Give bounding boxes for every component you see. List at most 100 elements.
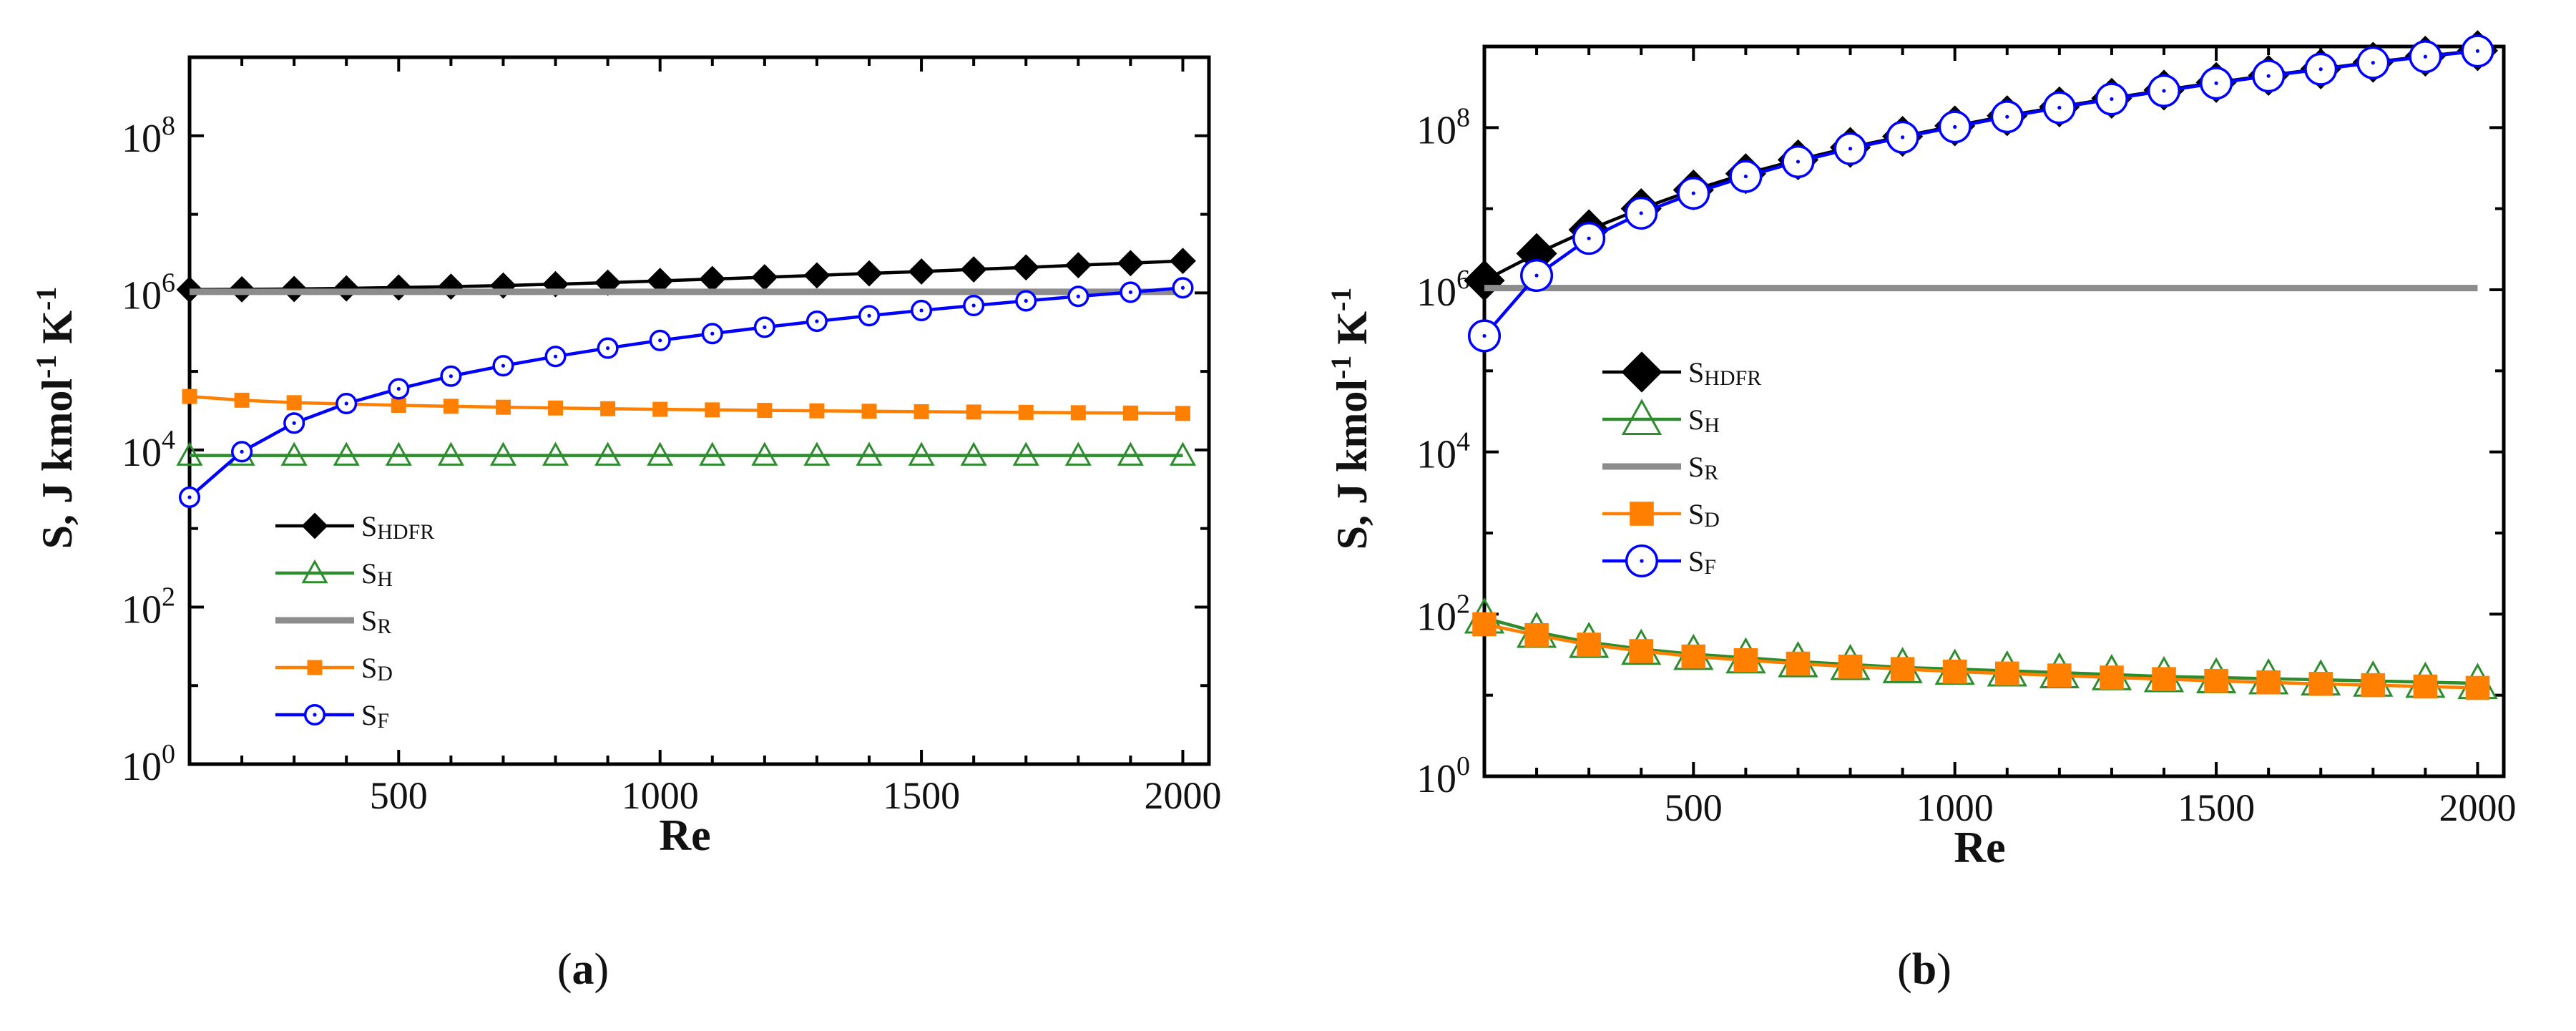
data-point-sf-dot	[1180, 285, 1185, 290]
data-point-shdfr	[803, 262, 831, 289]
data-point-sd	[1122, 405, 1138, 421]
legend-label-sh: SH	[1688, 404, 1720, 437]
y-tick-label: 108	[1416, 102, 1470, 152]
data-point-sf-dot	[1534, 273, 1539, 278]
legend-marker-sh	[1621, 399, 1662, 435]
x-tick-label: 500	[370, 774, 428, 817]
x-axis-label: Re	[659, 811, 710, 860]
data-point-sd	[1681, 644, 1706, 669]
data-point-sh	[751, 441, 778, 466]
data-point-sf-dot	[501, 363, 506, 368]
data-point-shdfr	[385, 274, 412, 301]
legend-marker-sd	[1630, 502, 1654, 526]
data-point-sf-dot	[2475, 49, 2480, 53]
data-point-sd	[1629, 639, 1654, 663]
data-point-sf-dot	[1024, 298, 1028, 303]
data-point-sh	[1064, 441, 1092, 466]
data-point-sd	[1070, 405, 1086, 421]
legend-label-sf: SF	[361, 699, 389, 733]
data-point-sh	[647, 441, 674, 466]
data-point-sd	[2413, 674, 2438, 699]
x-axis-label: Re	[1954, 824, 2005, 872]
data-point-sf-dot	[344, 401, 348, 406]
data-point-sd	[1577, 632, 1601, 657]
data-point-shdfr	[960, 256, 987, 283]
y-tick-label: 102	[122, 582, 175, 632]
data-point-sd	[1018, 404, 1034, 420]
data-point-sd	[182, 389, 197, 404]
data-point-sh	[1012, 441, 1039, 466]
data-point-sd	[1733, 648, 1758, 673]
legend-label-sr: SR	[361, 605, 391, 638]
data-point-sd	[2465, 675, 2490, 700]
data-point-sf-dot	[2423, 54, 2427, 59]
series-sd	[182, 389, 1190, 421]
data-point-sd	[2308, 672, 2333, 696]
data-point-sh	[594, 441, 622, 466]
data-point-shdfr	[437, 273, 464, 300]
data-point-shdfr	[699, 265, 726, 293]
data-point-sf-dot	[240, 449, 244, 454]
y-axis-label: S, J kmol-1 K-1	[1325, 288, 1376, 550]
data-point-sf-dot	[1796, 160, 1801, 164]
data-point-sd	[2204, 668, 2228, 693]
data-point-sd	[966, 404, 981, 420]
data-point-sd	[2256, 670, 2281, 695]
legend: SHDFR SH SR SD SF	[1602, 351, 1761, 579]
legend-label-sf: SF	[1688, 545, 1716, 579]
series-line-shdfr	[1483, 49, 2478, 283]
data-point-sd	[443, 399, 459, 414]
data-point-sh	[856, 441, 883, 466]
data-point-shdfr	[1464, 260, 1505, 301]
data-point-sf-dot	[1691, 191, 1695, 195]
series-line-sf	[1483, 49, 2478, 337]
data-point-sd	[757, 403, 773, 419]
data-point-sh	[385, 441, 412, 466]
x-tick-label: 1500	[2178, 786, 2255, 829]
data-point-sd	[861, 404, 877, 419]
data-point-sf-dot	[553, 354, 558, 358]
data-point-sd	[495, 399, 511, 415]
data-point-sd	[809, 403, 825, 419]
panel-caption: (a)	[557, 945, 609, 994]
data-point-sh	[437, 441, 464, 466]
data-point-sd	[548, 400, 564, 416]
legend-label-shdfr: SHDFR	[361, 510, 434, 544]
data-point-sd	[1472, 612, 1497, 637]
data-point-sh	[280, 441, 308, 466]
data-point-shdfr	[908, 258, 935, 285]
x-tick-label: 2000	[1144, 774, 1221, 817]
data-point-sf-dot	[606, 346, 610, 351]
data-point-sh	[489, 441, 517, 466]
data-point-shdfr	[333, 275, 360, 302]
data-point-sd	[1838, 654, 1863, 679]
chart-panel-a: 500 1000 1500 2000 100 102 104 106 108 Re S, J kmo…	[30, 55, 1221, 994]
x-tick-label: 1000	[1916, 786, 1994, 829]
legend-label-sd: SD	[1688, 498, 1720, 532]
legend-label-sr: SR	[1688, 451, 1718, 484]
legend-marker-shdfr	[301, 512, 328, 539]
series-shdfr	[176, 248, 1196, 303]
data-point-sd	[1524, 622, 1549, 648]
data-point-shdfr	[1117, 250, 1144, 277]
data-point-sf-dot	[1901, 135, 1905, 140]
y-tick-label: 106	[1416, 265, 1470, 315]
legend-label-sh: SH	[361, 557, 393, 591]
data-point-sf-dot	[1482, 333, 1487, 338]
data-point-sd	[2047, 663, 2072, 688]
chart-panel-b: 500 1000 1500 2000 100 102 104 106 108 Re S, J kmo…	[1325, 30, 2516, 994]
data-point-sf-dot	[449, 374, 453, 378]
series-shdfr	[1464, 30, 2499, 301]
legend-marker-sf-dot	[313, 713, 317, 717]
data-point-sd	[652, 401, 668, 417]
data-point-sf-dot	[2318, 67, 2323, 72]
data-point-sd	[600, 401, 616, 416]
legend-label-sd: SD	[361, 652, 393, 685]
data-point-sf-dot	[2110, 97, 2114, 102]
data-point-sf-dot	[396, 386, 401, 391]
data-point-sd	[2100, 665, 2124, 690]
legend-marker-sf-dot	[1640, 559, 1644, 563]
data-point-sh	[908, 441, 935, 466]
x-tick-label: 2000	[2439, 786, 2516, 829]
data-point-sf-dot	[2214, 81, 2218, 85]
